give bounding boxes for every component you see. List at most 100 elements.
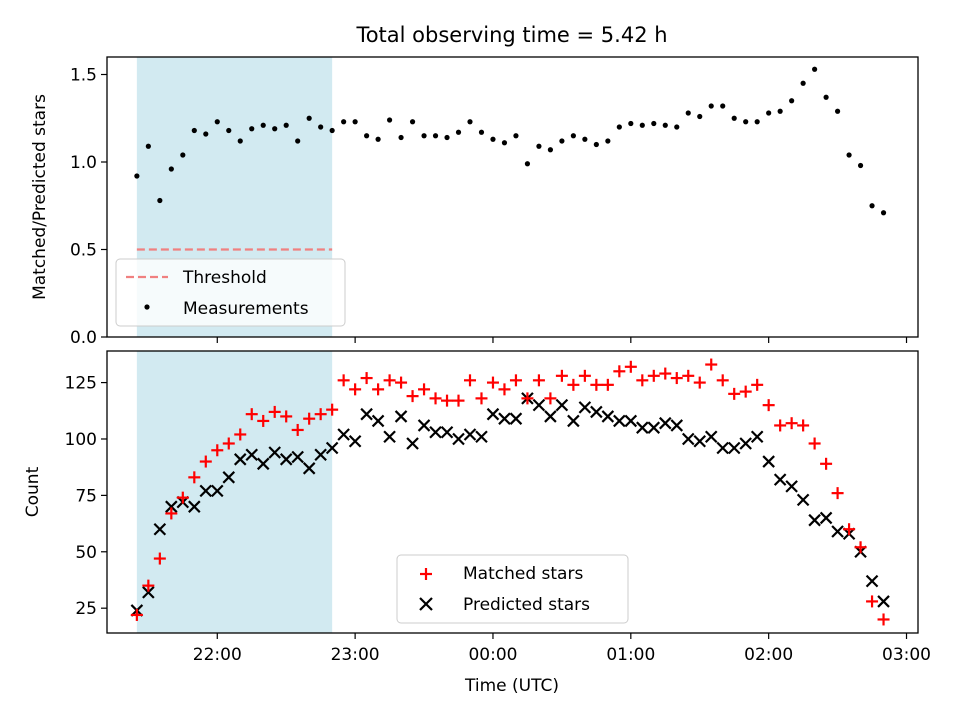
matched-stars-point [831, 487, 844, 500]
matched-stars-point [785, 417, 798, 430]
measurement-point [869, 203, 875, 209]
top-ytick-label: 1.0 [70, 153, 97, 173]
predicted-stars-point [417, 419, 431, 432]
matched-stars-point [716, 374, 729, 387]
bottom-ytick-label: 75 [75, 486, 97, 506]
measurement-point [697, 113, 703, 120]
top-panel: 0.0 0.5 1.0 1.5 Matched/Predicted stars Thr… [30, 56, 919, 348]
predicted-stars-point [785, 480, 798, 493]
predicted-stars-point [578, 401, 592, 414]
xtick-label: 23:00 [331, 645, 380, 665]
predicted-stars-point [532, 398, 546, 412]
predicted-stars-point [727, 441, 741, 455]
predicted-stars-point [636, 421, 649, 434]
matched-stars-point [188, 471, 201, 484]
measurement-point [766, 110, 772, 116]
predicted-stars-point [463, 428, 477, 441]
predicted-stars-point [808, 513, 821, 527]
measurement-point [341, 119, 347, 125]
measurement-point [570, 133, 576, 139]
measurement-point [145, 143, 151, 149]
matched-stars-point [463, 374, 476, 387]
predicted-stars-point [222, 471, 236, 484]
top-ytick-label: 0.0 [70, 328, 97, 348]
predicted-stars-point [291, 450, 304, 464]
top-legend-box [115, 258, 346, 327]
matched-stars-point [877, 613, 890, 626]
predicted-stars-point [268, 446, 281, 459]
predicted-stars-point [693, 434, 707, 448]
matched-stars-point [555, 369, 568, 382]
matched-stars-point [693, 376, 706, 389]
predicted-stars-point [142, 586, 155, 599]
predicted-stars-point [796, 493, 810, 507]
predicted-stars-point [555, 398, 569, 412]
measurement-point [272, 126, 278, 132]
predicted-stars-point [475, 430, 488, 444]
matched-stars-point [636, 374, 649, 387]
predicted-stars-point [188, 500, 201, 513]
bottom-ytick-label: 100 [65, 430, 97, 450]
matched-stars-point [647, 369, 660, 382]
matched-stars-point [142, 579, 155, 592]
measurement-point [639, 122, 645, 128]
measurement-point [834, 108, 841, 114]
matched-stars-point [337, 374, 350, 387]
predicted-stars-point [210, 484, 224, 498]
top-legend: Threshold Measurements [115, 258, 346, 327]
matched-stars-point [590, 378, 603, 391]
predicted-stars-point [406, 437, 419, 450]
predicted-stars-point [750, 430, 764, 444]
predicted-stars-point [199, 484, 213, 498]
measurement-point [720, 103, 726, 109]
measurement-point [616, 124, 622, 130]
measurement-point [789, 98, 795, 104]
measurement-point [800, 80, 806, 86]
predicted-stars-point [670, 419, 684, 432]
matched-stars-point [774, 419, 787, 432]
measurement-point [880, 210, 887, 216]
predicted-stars-point [452, 432, 465, 446]
matched-stars-point [452, 394, 465, 407]
bottom-panel: 25 50 75 100 125 22:00 23:00 00:00 01:00 02:00 03… [23, 350, 931, 696]
bottom-ytick-label: 50 [75, 543, 97, 563]
matched-stars-point [153, 552, 166, 565]
matched-stars-point [509, 374, 522, 387]
matched-stars-point [314, 408, 327, 421]
matched-stars-point [544, 392, 557, 405]
legend-threshold-label: Threshold [182, 268, 267, 288]
matched-stars-point [624, 360, 637, 373]
matched-stars-point [601, 378, 614, 391]
predicted-stars-point [371, 414, 385, 428]
matched-stars-point [418, 383, 431, 396]
matched-stars-point [797, 419, 810, 432]
measurement-point [364, 133, 370, 139]
measurement-point [513, 133, 519, 139]
predicted-stars-point [429, 425, 442, 439]
measurement-point [306, 115, 312, 121]
predicted-stars-point [739, 437, 752, 450]
predicted-stars-point [302, 462, 316, 475]
measurement-point [846, 152, 852, 158]
measurement-point [203, 131, 209, 137]
measurement-point [180, 152, 186, 158]
matched-stars-point [475, 392, 488, 405]
matched-stars-point [498, 383, 511, 396]
measurement-point [605, 138, 611, 144]
matched-stars-point [429, 392, 442, 405]
matched-stars-point [613, 365, 626, 378]
measurement-point [731, 115, 737, 121]
measurement-point [582, 136, 588, 142]
measurement-point [375, 136, 381, 142]
matched-stars-point [866, 595, 879, 608]
predicted-stars-point [360, 407, 373, 421]
bottom-ytick-label: 125 [65, 374, 97, 394]
matched-stars-point [532, 374, 545, 387]
predicted-stars-point [279, 453, 293, 466]
predicted-stars-point [716, 441, 729, 455]
bottom-y-axis-label: Count [23, 466, 43, 517]
matched-stars-point [222, 437, 235, 450]
matched-stars-point [176, 491, 189, 504]
bottom-plot-frame [106, 350, 919, 634]
matched-stars-point [291, 423, 304, 436]
